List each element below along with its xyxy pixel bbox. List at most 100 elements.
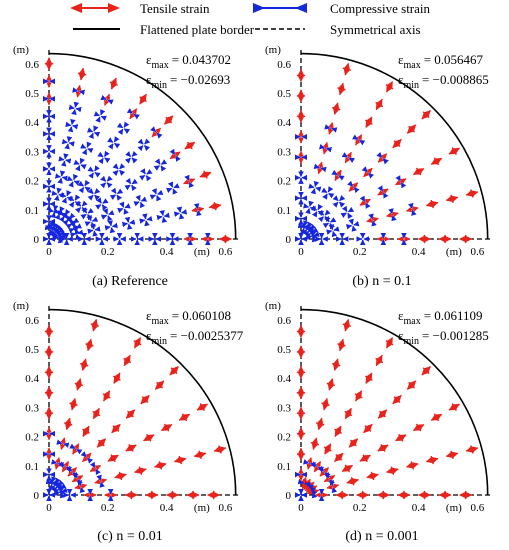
tensile-strain-arrow (397, 433, 404, 442)
compressive-strain-arrow (124, 150, 138, 164)
tensile-strain-arrow (468, 445, 475, 454)
y-tick-label: 0.5 (25, 88, 39, 100)
tensile-strain-arrow (355, 134, 363, 146)
compressive-strain-arrow (72, 87, 86, 96)
tensile-strain-arrow (468, 189, 475, 198)
compressive-strain-arrow (321, 187, 335, 199)
x-tick-label: 0.2 (353, 502, 367, 514)
compressive-strain-arrow (408, 202, 417, 216)
tensile-strain-arrow (75, 84, 82, 98)
tensile-strain-arrow (77, 71, 87, 77)
compressive-strain-arrow (102, 208, 113, 222)
compressive-strain-arrow (107, 220, 116, 234)
eps-max-annotation: εmax = 0.060108 (146, 308, 231, 327)
compressive-strain-arrow (53, 187, 62, 201)
compressive-strain-arrow (135, 194, 146, 209)
legend-tensile-symbol (70, 3, 120, 13)
panel-caption: (d) n = 0.001 (345, 529, 418, 544)
tensile-strain-arrow (363, 167, 373, 178)
compressive-strain-arrow (348, 218, 357, 232)
x-tick-label: 0.4 (160, 502, 174, 514)
compressive-strain-arrow (68, 104, 82, 113)
tensile-strain-arrow (405, 206, 419, 213)
tensile-strain-arrow (323, 446, 332, 452)
compressive-strain-arrow (64, 136, 73, 150)
tensile-strain-arrow (433, 157, 440, 166)
compressive-strain-arrow (167, 181, 178, 195)
compressive-strain-arrow (299, 220, 309, 234)
tensile-strain-arrow (366, 217, 379, 223)
tensile-strain-arrow (71, 475, 84, 483)
compressive-strain-arrow (54, 173, 68, 182)
compressive-strain-arrow (90, 223, 98, 237)
y-unit-label: (m) (13, 44, 29, 56)
compressive-strain-arrow (141, 213, 150, 227)
compressive-strain-arrow (100, 209, 115, 220)
tensile-strain-arrow (315, 420, 325, 427)
eps-max-annotation: εmax = 0.043702 (146, 52, 231, 71)
compressive-strain-arrow (341, 205, 353, 220)
compressive-strain-arrow (116, 122, 131, 134)
compressive-strain-arrow (125, 177, 137, 192)
compressive-strain-arrow (297, 478, 311, 488)
tensile-strain-arrow (335, 454, 343, 461)
tensile-strain-arrow (156, 381, 163, 389)
compressive-strain-arrow (193, 203, 202, 217)
tensile-strain-arrow (133, 339, 142, 346)
x-tick-label: 0.2 (101, 246, 115, 258)
tensile-strain-arrow (348, 182, 359, 192)
y-tick-label: 0.6 (277, 59, 291, 71)
compressive-strain-arrow (98, 150, 110, 165)
compressive-strain-arrow (107, 137, 121, 149)
tensile-strain-arrow (183, 178, 196, 185)
legend-tensile-label: Tensile strain (140, 1, 210, 16)
eps-min-annotation: εmin = −0.008865 (398, 72, 489, 91)
compressive-strain-arrow (112, 163, 126, 177)
tensile-strain-arrow (141, 396, 149, 403)
compressive-strain-arrow (88, 165, 100, 179)
y-tick-label: 0.6 (25, 315, 39, 327)
y-tick-label: 0.4 (277, 117, 291, 129)
y-tick-label: 0.2 (25, 176, 39, 188)
tensile-strain-arrow (385, 339, 394, 346)
tensile-strain-arrow (163, 423, 170, 432)
tensile-strain-arrow (364, 425, 372, 432)
legend-border-label: Flattened plate border (140, 22, 255, 37)
compressive-strain-arrow (58, 208, 71, 223)
compressive-strain-arrow (169, 148, 181, 162)
compressive-strain-arrow (80, 207, 94, 220)
tensile-strain-arrow (337, 85, 346, 92)
x-tick-label: 0.4 (160, 246, 174, 258)
legend-symmetry-label: Symmetrical axis (330, 22, 421, 37)
legend-compressive-symbol (253, 3, 307, 13)
compressive-strain-arrow (112, 163, 126, 176)
compressive-strain-arrow (51, 190, 65, 199)
tensile-strain-arrow (393, 140, 401, 147)
tensile-strain-arrow (197, 450, 204, 460)
tensile-strain-arrow (117, 471, 124, 481)
compressive-strain-arrow (126, 108, 140, 120)
compressive-strain-arrow (305, 200, 314, 215)
compressive-strain-arrow (149, 189, 164, 200)
compressive-strain-arrow (58, 156, 72, 164)
tensile-strain-arrow (212, 201, 219, 211)
compressive-strain-arrow (50, 459, 65, 468)
x-unit-label: (m) (446, 502, 462, 514)
compressive-strain-arrow (87, 166, 101, 178)
compressive-strain-arrow (395, 175, 407, 189)
tensile-strain-arrow (104, 93, 111, 106)
tensile-strain-arrow (359, 198, 371, 206)
compressive-strain-arrow (80, 451, 94, 464)
compressive-strain-arrow (317, 209, 331, 223)
tensile-strain-arrow (433, 413, 440, 422)
tensile-strain-arrow (429, 199, 436, 209)
compressive-strain-arrow (97, 151, 111, 164)
y-tick-label: 0.2 (277, 176, 291, 188)
tensile-strain-arrow (449, 194, 456, 204)
compressive-strain-arrow (110, 187, 123, 201)
y-tick-label: 0.4 (25, 117, 39, 129)
tensile-strain-arrow (408, 125, 415, 133)
x-tick-label: 0.6 (471, 246, 485, 258)
tensile-strain-arrow (82, 428, 90, 435)
compressive-strain-arrow (153, 159, 168, 171)
